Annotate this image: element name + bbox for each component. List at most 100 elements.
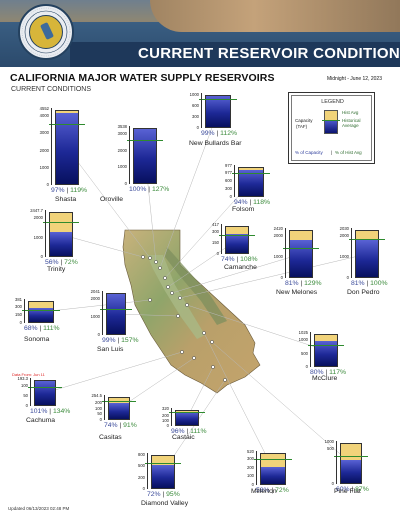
y-axis [104,395,105,420]
capacity-bar [28,301,54,323]
banner-title: CURRENT RESERVOIR CONDITIONS [138,45,400,62]
reservoir-name: Camanche [224,264,257,271]
historical-average-line [49,124,85,126]
storage-fill [261,466,285,484]
tick-label: 0 [305,364,308,369]
pct-of-hist-avg: 100% [370,280,388,287]
pct-of-capacity: 81% [351,280,365,287]
legend-pct-capacity: % of Capacity [295,150,323,155]
historical-average-line [219,234,255,236]
y-axis [102,291,103,335]
storage-fill [239,169,263,196]
historical-average-line [169,412,205,414]
tick-label: 300 [15,304,22,309]
capacity-label: 2030 [339,226,349,231]
tick-label: 0 [46,182,49,187]
tick-label: 0 [124,181,127,186]
capacity-label: 2041 [90,289,100,294]
percent-readout: 81% | 100% [351,280,388,287]
y-axis [147,453,148,489]
capacity-label: 320 [162,406,169,411]
y-axis [221,224,222,254]
capacity-label: 520 [247,449,254,454]
storage-fill [109,403,129,419]
tick-label: 0 [229,194,232,199]
capacity-bar [260,453,286,485]
tick-label: 1000 [339,254,349,259]
tick-label: 150 [15,312,22,317]
capacity-bar [340,443,362,484]
updated-timestamp: Updated 06/13/2023 02:48 PM [8,506,70,511]
storage-fill [176,411,198,425]
pct-separator: | [349,486,356,493]
seal-ring-icon [21,7,71,57]
historical-average-line [283,247,319,249]
storage-fill [29,308,53,322]
tick-label: 0 [216,251,219,256]
reservoir-name: Millerton [251,488,277,495]
historical-average-line [308,344,344,346]
percent-readout: 58% | 72% [256,487,289,494]
tick-label: 1000 [273,254,283,259]
percent-readout: 60% | 87% [336,486,369,493]
legend-separator: | [331,150,333,155]
legend-capacity: Capacity [295,118,313,123]
reservoir-name: Cachuma [26,417,56,424]
capacity-bar [289,230,313,278]
tick-label: 2000 [33,215,43,220]
capacity-bar [106,293,126,335]
y-axis [129,126,130,184]
percent-readout: 99% | 157% [102,337,139,344]
tick-label: 2000 [90,296,100,301]
percent-readout: 68% | 111% [24,325,60,332]
tick-label: 200 [138,474,145,480]
percent-readout: 74% | 91% [104,422,137,429]
banner-title-bar [70,42,400,67]
pct-separator: | [323,369,330,376]
tick-label: 50 [23,393,28,398]
tick-label: 0 [196,125,199,130]
tick-label: 2000 [117,147,127,153]
y-axis [234,165,235,197]
percent-readout: 80% | 117% [310,369,346,376]
y-axis [24,299,25,323]
pct-of-capacity: 56% [45,259,59,266]
percent-readout: 74% | 108% [221,256,258,263]
tick-label: 1000 [117,164,127,170]
storage-fill [107,294,125,334]
capacity-bar [205,95,231,128]
tick-label: 200 [95,400,102,405]
legend-title: LEGEND [321,99,344,105]
pct-of-capacity: 96% [171,428,185,435]
pct-of-capacity: 99% [102,337,116,344]
legend-hist-avg: Hist Avg [342,110,359,115]
pct-of-capacity: 72% [147,491,161,498]
tick-label: 0 [99,417,102,422]
capacity-bar [34,380,56,406]
percent-readout: 97% | 119% [51,187,87,194]
pct-separator: | [115,337,122,344]
capacity-bar [225,226,249,254]
tick-label: 150 [212,240,219,245]
pct-separator: | [47,408,53,415]
capacity-bar [238,167,264,197]
page-title: CALIFORNIA MAJOR WATER SUPPLY RESERVOIRS [10,72,275,84]
capacity-label: 381 [15,297,22,302]
tick-label: 800 [138,452,145,457]
percent-readout: 56% | 72% [45,259,78,266]
pct-of-hist-avg: 157% [121,337,139,344]
pct-separator: | [269,487,276,494]
pct-of-hist-avg: 72% [64,259,78,266]
pct-of-capacity: 97% [51,187,65,194]
y-axis [45,210,46,257]
capacity-label: 254.5 [91,393,102,398]
pct-separator: | [146,186,152,193]
seal-state-shape [39,22,55,40]
capacity-label: 1025 [298,330,308,335]
california-outline [122,229,261,394]
reservoir-name: McClure [312,375,338,382]
tick-label: 100 [95,405,102,411]
tick-label: 0 [97,332,100,337]
percent-readout: 101% | 134% [30,408,70,415]
pct-of-hist-avg: 87% [355,486,369,493]
